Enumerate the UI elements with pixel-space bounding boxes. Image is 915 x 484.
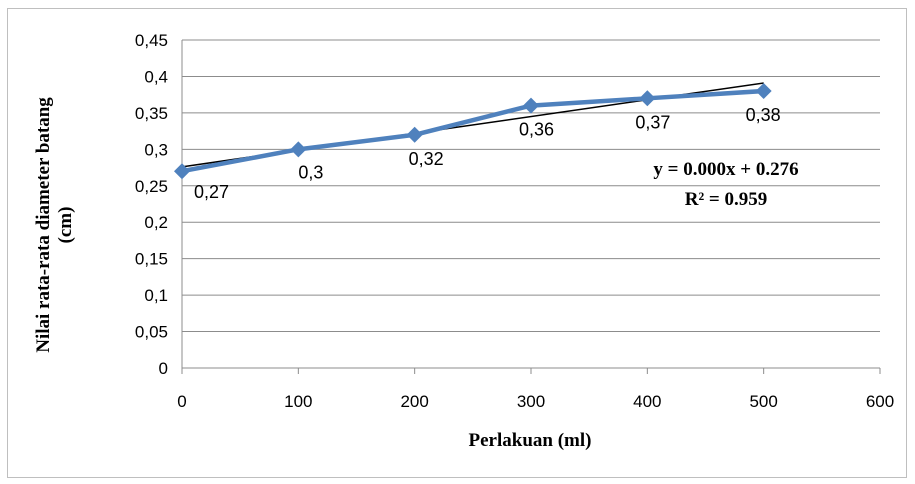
y-tick-label: 0 — [159, 359, 168, 378]
y-axis-title-line1: Nilai rata-rata diameter batang — [33, 97, 54, 353]
y-axis-title-line2: (cm) — [55, 207, 76, 244]
x-tick-label: 400 — [633, 392, 661, 411]
data-point-marker — [290, 141, 307, 158]
r-squared-label: R² = 0.959 — [685, 189, 768, 210]
x-tick-label: 500 — [749, 392, 777, 411]
series-line — [181, 88, 764, 174]
data-label: 0,38 — [746, 105, 781, 125]
data-label: 0,36 — [519, 120, 554, 140]
y-tick-label: 0,1 — [144, 286, 168, 305]
x-tick-label: 300 — [517, 392, 545, 411]
data-label: 0,37 — [635, 112, 670, 132]
data-point-marker — [406, 126, 423, 143]
y-tick-label: 0,3 — [144, 140, 168, 159]
data-point-marker — [523, 97, 539, 114]
x-tick-label: 100 — [284, 392, 312, 411]
x-tick-label: 0 — [177, 392, 186, 411]
x-tick-label: 600 — [866, 392, 894, 411]
gridlines — [182, 39, 880, 333]
data-label: 0,3 — [298, 162, 323, 182]
y-tick-label: 0,45 — [135, 31, 168, 50]
y-tick-label: 0,25 — [135, 177, 168, 196]
chart-frame — [7, 8, 907, 478]
data-labels: 0,27 0,3 0,32 0,36 0,37 0,38 — [194, 105, 781, 202]
axes: 0 0,05 0,1 0,15 0,2 0,25 0,3 0,35 0,4 0,45 0 100 200… — [135, 31, 894, 411]
x-axis-title: Perlakuan (ml) — [469, 430, 592, 451]
y-axis-title: Nilai rata-rata diameter batang (cm) — [33, 97, 76, 353]
data-point-marker — [174, 163, 190, 180]
data-point-marker — [755, 83, 772, 100]
trendline-equation: y = 0.000x + 0.276 — [653, 159, 798, 180]
y-tick-label: 0,05 — [135, 323, 168, 342]
y-tick-label: 0,15 — [135, 250, 168, 269]
data-label: 0,32 — [409, 149, 444, 169]
y-tick-label: 0,35 — [135, 104, 168, 123]
x-tick-label: 200 — [400, 392, 428, 411]
data-label: 0,27 — [194, 182, 229, 202]
series-layer — [174, 83, 772, 180]
data-point-marker — [639, 90, 656, 107]
y-tick-label: 0,4 — [144, 67, 168, 86]
y-tick-label: 0,2 — [144, 213, 168, 232]
